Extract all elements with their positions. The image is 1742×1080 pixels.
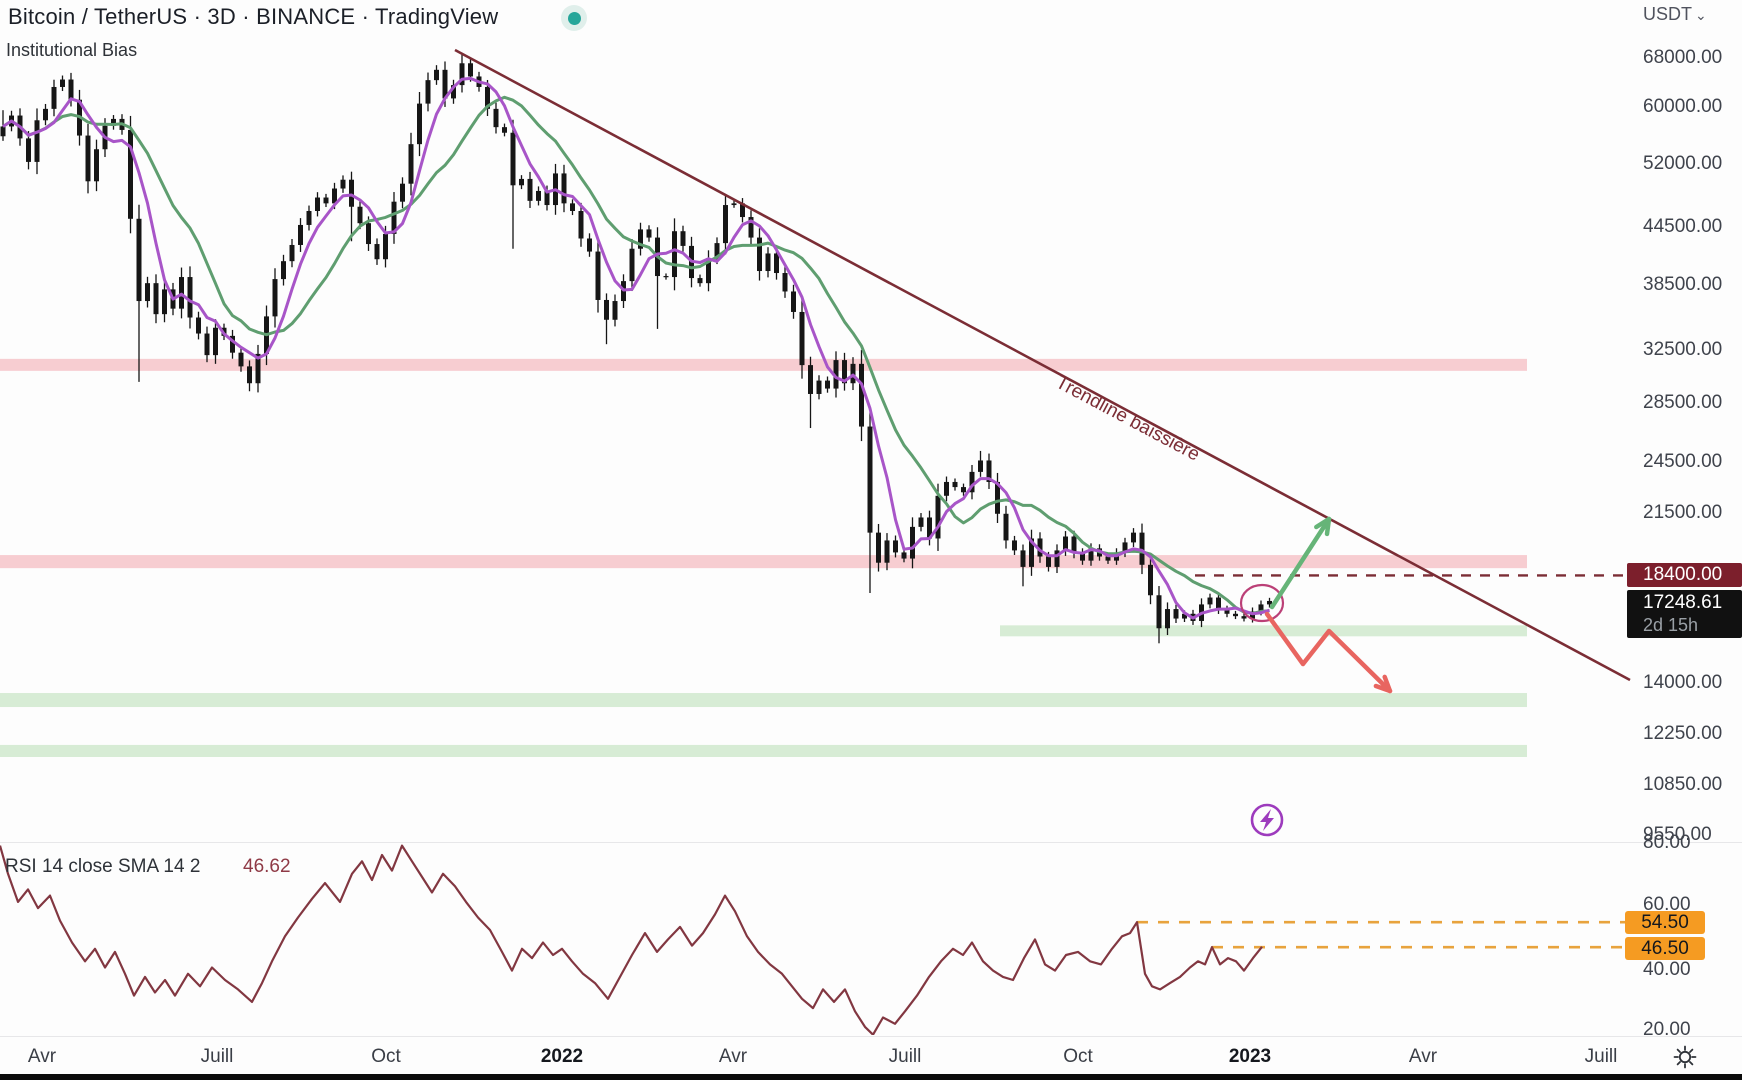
rsi-axis-label: 40.00 xyxy=(1643,959,1691,980)
time-axis-label: 2022 xyxy=(540,1046,584,1067)
symbol-title[interactable]: Bitcoin / TetherUS · 3D · BINANCE · Trad… xyxy=(8,4,499,29)
rsi-axis-label: 20.00 xyxy=(1643,1019,1691,1040)
resistance-zone[interactable] xyxy=(0,358,1527,371)
price-axis-label: 38500.00 xyxy=(1643,274,1723,295)
green-up-arrowhead xyxy=(1314,516,1332,537)
red-down-arrowhead xyxy=(1373,674,1393,694)
entry-circle[interactable] xyxy=(1239,583,1285,623)
time-axis-label: Juill xyxy=(888,1046,922,1067)
rsi-level-badge-lower[interactable]: 46.50 xyxy=(1625,937,1705,960)
support-zone[interactable] xyxy=(0,744,1527,758)
rsi-indicator-title[interactable]: RSI 14 close SMA 14 2 xyxy=(5,856,201,877)
time-axis-label: Oct xyxy=(1063,1046,1093,1067)
rsi-level-badge-upper[interactable]: 54.50 xyxy=(1625,911,1705,934)
rsi-axis-label: 80.00 xyxy=(1643,832,1691,853)
settings-gear-icon[interactable] xyxy=(1672,1044,1698,1070)
ma-slow-line xyxy=(2,95,1270,615)
time-axis-label: Juill xyxy=(200,1046,234,1067)
price-axis-label: 32500.00 xyxy=(1643,339,1723,360)
price-axis-label: 60000.00 xyxy=(1643,96,1723,117)
chevron-down-icon: ⌄ xyxy=(1695,6,1707,23)
price-axis-label: 28500.00 xyxy=(1643,392,1723,413)
market-status-icon[interactable] xyxy=(561,5,587,31)
candlesticks[interactable] xyxy=(0,52,1273,644)
time-axis-label: Avr xyxy=(27,1046,57,1067)
currency-dropdown[interactable]: USDT ⌄ xyxy=(1643,4,1707,25)
rsi-indicator-value: 46.62 xyxy=(243,856,291,877)
axis-separator xyxy=(0,1036,1742,1037)
time-axis-label: Avr xyxy=(1408,1046,1438,1067)
lightning-circle-icon[interactable] xyxy=(1250,803,1284,837)
price-axis-label: 44500.00 xyxy=(1643,216,1723,237)
price-axis-label: 21500.00 xyxy=(1643,502,1723,523)
price-axis-label: 9550.00 xyxy=(1643,824,1712,845)
support-zone[interactable] xyxy=(1000,625,1527,637)
green-up-arrow[interactable] xyxy=(1269,516,1332,610)
currency-label: USDT xyxy=(1643,4,1692,24)
ma-fast-line xyxy=(2,76,1270,620)
price-axis-label: 12250.00 xyxy=(1643,723,1723,744)
price-axis-label: 10850.00 xyxy=(1643,774,1723,795)
rsi-axis-label: 60.00 xyxy=(1643,894,1691,915)
bar-countdown: 2d 15h xyxy=(1643,615,1699,635)
price-axis-label: 14000.00 xyxy=(1643,672,1723,693)
rsi-line xyxy=(0,844,1263,1035)
chart-layout-name: Institutional Bias xyxy=(6,40,138,60)
red-down-arrow[interactable] xyxy=(1264,611,1393,694)
resistance-zone[interactable] xyxy=(0,555,1527,569)
support-zone[interactable] xyxy=(0,693,1527,708)
lightning-bolt-icon xyxy=(1260,809,1274,831)
pane-separator[interactable] xyxy=(0,842,1742,843)
last-price-badge[interactable]: 17248.61 2d 15h xyxy=(1627,590,1742,638)
price-level-badge[interactable]: 18400.00 xyxy=(1627,563,1742,587)
price-axis-label: 52000.00 xyxy=(1643,153,1723,174)
time-axis-label: 2023 xyxy=(1228,1046,1272,1067)
time-axis-label: Juill xyxy=(1584,1046,1618,1067)
last-price-value: 17248.61 xyxy=(1643,592,1723,613)
time-axis-label: Oct xyxy=(371,1046,401,1067)
time-axis-label: Avr xyxy=(718,1046,748,1067)
bottom-edge-bar xyxy=(0,1074,1742,1080)
price-axis-label: 68000.00 xyxy=(1643,47,1723,68)
price-axis-label: 24500.00 xyxy=(1643,451,1723,472)
descending-trendline[interactable] xyxy=(454,48,1631,682)
